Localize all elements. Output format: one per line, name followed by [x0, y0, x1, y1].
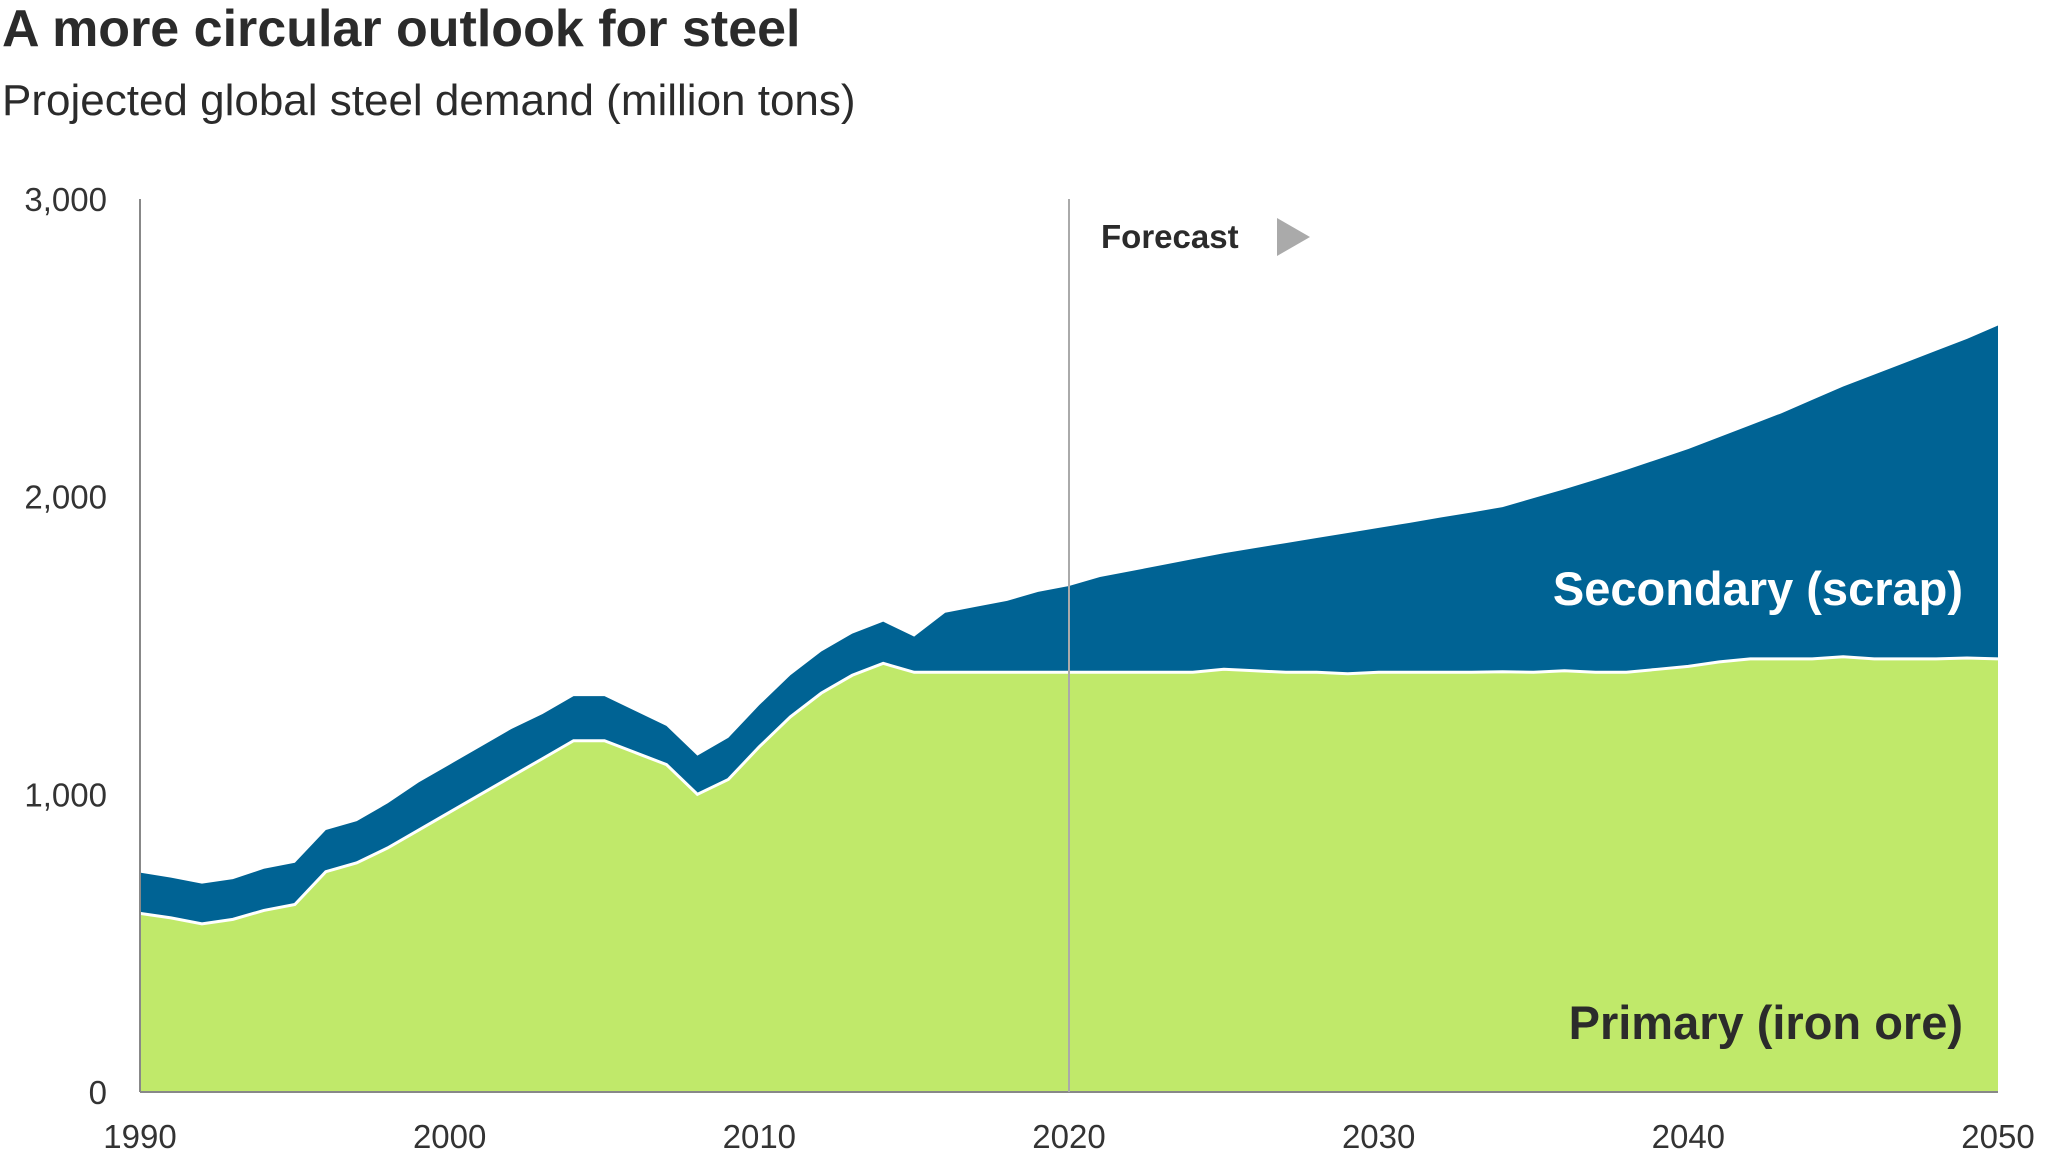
series-label-primary: Primary (iron ore)	[1569, 996, 1963, 1049]
y-tick-label: 2,000	[24, 479, 107, 516]
x-tick-label: 2050	[1961, 1118, 2034, 1155]
chart-title: A more circular outlook for steel	[2, 0, 800, 58]
y-ticks: 0 1,000 2,000 3,000	[24, 181, 107, 1111]
x-tick-label: 2000	[413, 1118, 486, 1155]
y-tick-label: 0	[89, 1074, 107, 1111]
x-tick-label: 2030	[1342, 1118, 1415, 1155]
x-tick-label: 2020	[1032, 1118, 1105, 1155]
x-tick-label: 2040	[1652, 1118, 1725, 1155]
x-ticks: 1990 2000 2010 2020 2030 2040 2050	[103, 1118, 2034, 1155]
chart-subtitle: Projected global steel demand (million t…	[2, 76, 856, 125]
series-label-secondary: Secondary (scrap)	[1553, 562, 1963, 615]
y-tick-label: 3,000	[24, 181, 107, 218]
forecast-label: Forecast	[1101, 218, 1239, 255]
forecast-arrow-icon	[1277, 218, 1310, 256]
x-tick-label: 1990	[103, 1118, 176, 1155]
y-tick-label: 1,000	[24, 776, 107, 813]
x-tick-label: 2010	[723, 1118, 796, 1155]
